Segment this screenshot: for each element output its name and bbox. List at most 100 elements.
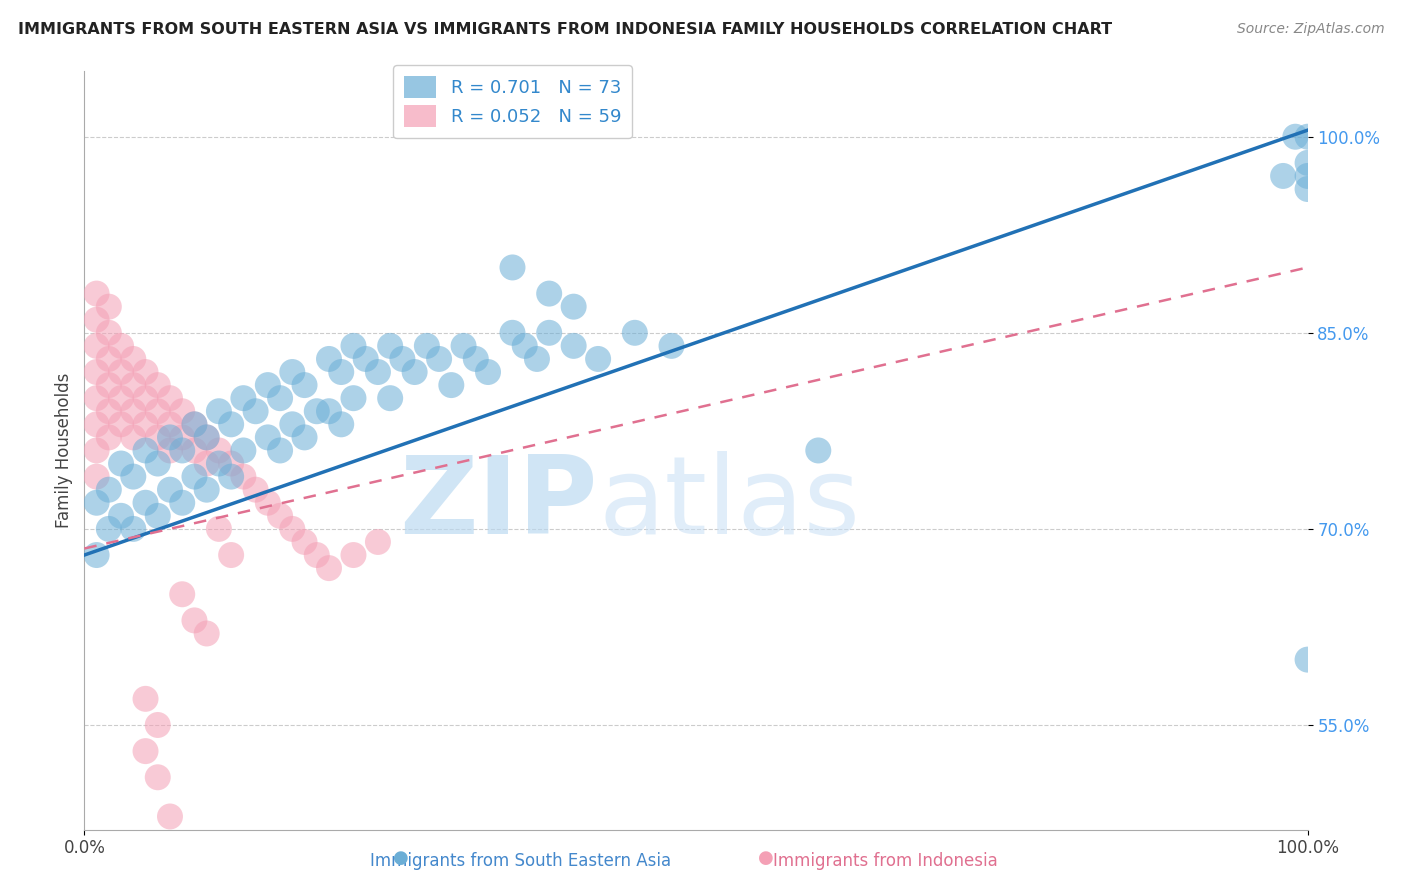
Point [97, 326, 120, 340]
Point [122, 351, 145, 366]
Point [245, 483, 267, 497]
Point [257, 378, 280, 392]
Point [367, 535, 389, 549]
Point [159, 483, 181, 497]
Point [526, 351, 548, 366]
Point [208, 443, 231, 458]
Point [219, 469, 242, 483]
Point [135, 744, 157, 758]
Point [380, 391, 402, 405]
Point [1296, 652, 1319, 666]
Point [294, 535, 316, 549]
Point [172, 443, 194, 458]
Point [354, 351, 377, 366]
Point [97, 522, 120, 536]
Point [86, 312, 108, 326]
Point [135, 417, 157, 432]
Point [86, 286, 108, 301]
Point [305, 548, 328, 562]
Point [416, 339, 439, 353]
Point [1296, 182, 1319, 196]
Point [281, 522, 304, 536]
Point [97, 378, 120, 392]
Point [502, 260, 524, 275]
Point [232, 469, 254, 483]
Point [86, 417, 108, 432]
Point [1296, 169, 1319, 183]
Point [513, 339, 536, 353]
Y-axis label: Family Households: Family Households [55, 373, 73, 528]
Point [195, 457, 218, 471]
Text: ZIP: ZIP [399, 450, 598, 557]
Point [159, 391, 181, 405]
Point [330, 365, 353, 379]
Point [110, 365, 132, 379]
Point [538, 326, 561, 340]
Point [110, 391, 132, 405]
Point [172, 404, 194, 418]
Point [1296, 156, 1319, 170]
Point [172, 587, 194, 601]
Point [380, 339, 402, 353]
Point [562, 339, 585, 353]
Point [269, 508, 291, 523]
Text: ●: ● [392, 849, 409, 867]
Point [159, 430, 181, 444]
Point [257, 496, 280, 510]
Point [135, 365, 157, 379]
Point [110, 417, 132, 432]
Point [245, 404, 267, 418]
Point [453, 339, 475, 353]
Point [172, 496, 194, 510]
Point [562, 300, 585, 314]
Point [269, 443, 291, 458]
Point [661, 339, 683, 353]
Point [318, 404, 340, 418]
Point [146, 430, 169, 444]
Point [1296, 129, 1319, 144]
Point [330, 417, 353, 432]
Point [146, 508, 169, 523]
Point [208, 522, 231, 536]
Point [281, 365, 304, 379]
Point [586, 351, 609, 366]
Point [269, 391, 291, 405]
Point [257, 430, 280, 444]
Point [122, 404, 145, 418]
Point [146, 404, 169, 418]
Point [159, 443, 181, 458]
Point [159, 809, 181, 823]
Point [342, 339, 364, 353]
Point [502, 326, 524, 340]
Point [146, 378, 169, 392]
Text: IMMIGRANTS FROM SOUTH EASTERN ASIA VS IMMIGRANTS FROM INDONESIA FAMILY HOUSEHOLD: IMMIGRANTS FROM SOUTH EASTERN ASIA VS IM… [18, 22, 1112, 37]
Point [122, 522, 145, 536]
Point [183, 417, 205, 432]
Point [110, 339, 132, 353]
Point [318, 561, 340, 575]
Point [208, 404, 231, 418]
Point [624, 326, 647, 340]
Point [86, 469, 108, 483]
Point [172, 430, 194, 444]
Point [86, 339, 108, 353]
Point [97, 430, 120, 444]
Point [294, 430, 316, 444]
Text: Immigrants from South Eastern Asia: Immigrants from South Eastern Asia [370, 852, 671, 870]
Point [208, 457, 231, 471]
Point [464, 351, 486, 366]
Text: Immigrants from Indonesia: Immigrants from Indonesia [773, 852, 998, 870]
Point [97, 300, 120, 314]
Point [183, 469, 205, 483]
Point [342, 548, 364, 562]
Point [232, 443, 254, 458]
Point [391, 351, 413, 366]
Point [135, 443, 157, 458]
Point [195, 626, 218, 640]
Point [135, 691, 157, 706]
Point [110, 508, 132, 523]
Point [219, 548, 242, 562]
Point [183, 614, 205, 628]
Point [86, 496, 108, 510]
Point [135, 496, 157, 510]
